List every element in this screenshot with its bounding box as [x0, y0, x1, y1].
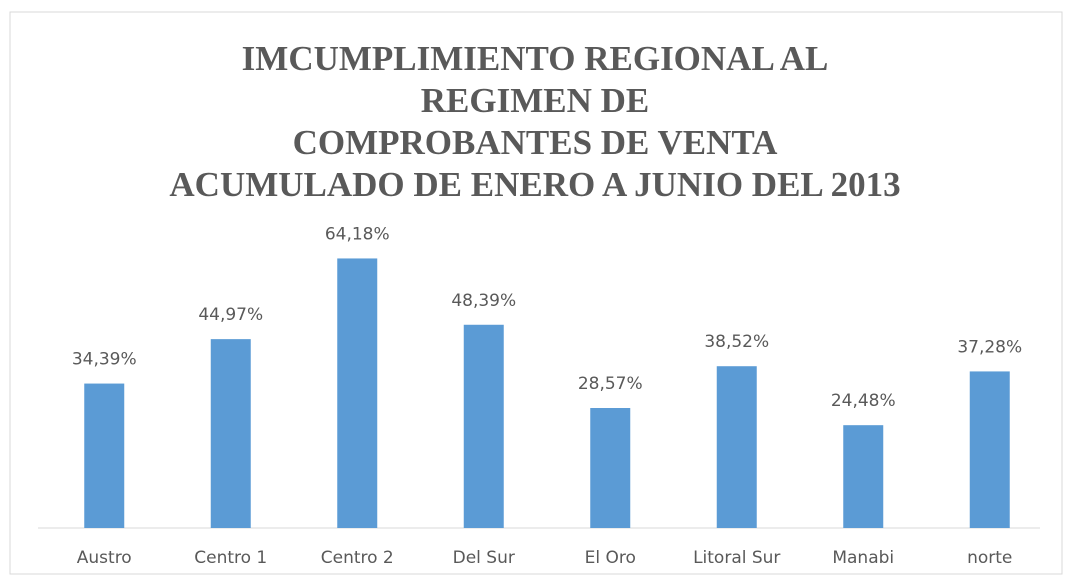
- bar: [463, 324, 504, 528]
- x-tick-label: Del Sur: [453, 548, 515, 568]
- chart-title: ACUMULADO DE ENERO A JUNIO DEL 2013: [169, 165, 900, 204]
- bar: [843, 425, 884, 528]
- data-label: 38,52%: [704, 332, 769, 352]
- bar: [210, 339, 251, 528]
- x-tick-label: Manabi: [832, 548, 894, 568]
- data-label: 34,39%: [72, 350, 137, 370]
- bar: [716, 366, 757, 528]
- data-label: 44,97%: [198, 305, 263, 325]
- chart-title: REGIMEN DE: [421, 81, 650, 120]
- chart-title: COMPROBANTES DE VENTA: [293, 123, 779, 162]
- data-label: 48,39%: [451, 291, 516, 311]
- x-tick-label: Litoral Sur: [693, 548, 780, 568]
- bar: [84, 383, 125, 528]
- chart-frame: [9, 11, 1063, 575]
- data-label: 37,28%: [957, 337, 1022, 357]
- bar: [590, 408, 631, 528]
- x-tick-label: El Oro: [585, 548, 636, 568]
- bar: [337, 258, 378, 528]
- data-label: 64,18%: [325, 224, 390, 244]
- x-tick-label: Centro 2: [321, 548, 394, 568]
- x-tick-label: Austro: [77, 548, 132, 568]
- bar: [969, 371, 1010, 528]
- x-tick-label: norte: [967, 548, 1012, 568]
- chart-title: IMCUMPLIMIENTO REGIONAL AL: [242, 39, 829, 78]
- data-label: 28,57%: [578, 374, 643, 394]
- data-label: 24,48%: [831, 391, 896, 411]
- x-tick-label: Centro 1: [194, 548, 267, 568]
